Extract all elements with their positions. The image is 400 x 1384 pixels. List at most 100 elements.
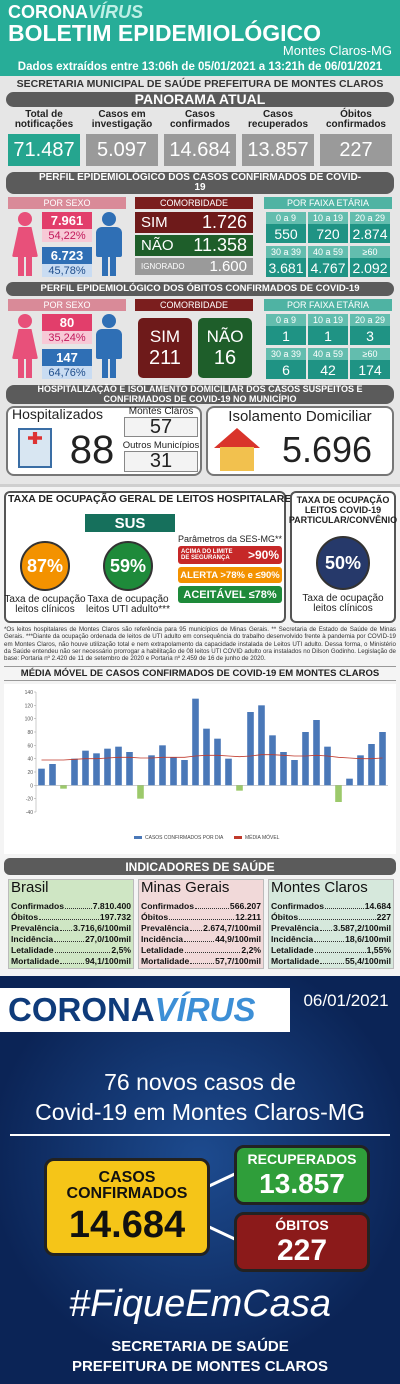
panorama-value: 71.487 <box>8 134 80 166</box>
indicator-value: 227 <box>376 912 391 922</box>
age-range: ≥60 <box>350 348 390 360</box>
y-tick-label: 60 <box>27 743 33 749</box>
bar <box>368 744 375 786</box>
indicator-value: 3.716,6/100mil <box>73 923 131 933</box>
panorama-value: 14.684 <box>164 134 236 166</box>
indicator-label: Prevalência <box>141 923 189 933</box>
poster-brandbar <box>0 988 290 1032</box>
rate-label: Taxa de ocupação leitos clínicos <box>302 592 384 614</box>
bar <box>379 732 386 786</box>
indicator-row: Letalidade 2,5% <box>11 944 131 955</box>
hashtag: #FiqueEmCasa <box>69 1282 331 1325</box>
panorama-label: Casos recuperados <box>247 109 309 130</box>
leader <box>184 941 215 942</box>
comorb-box: SIM 211 <box>138 318 192 378</box>
hosp-value: 88 <box>69 427 115 472</box>
poster-brand: CORONA VÍRUS <box>8 990 290 1030</box>
age-range: 40 a 59 <box>308 246 348 258</box>
age-range: 10 a 19 <box>308 314 348 326</box>
section-bar: PERFIL EPIDEMIOLÓGICO DOS ÓBITOS CONFIRM… <box>6 282 394 296</box>
param-red: ACIMA DO LIMITE DE SEGURANÇA >90% <box>178 546 282 564</box>
age-value: 3 <box>350 326 390 345</box>
sus-bar: SUS <box>85 514 175 532</box>
stat-label: RECUPERADOS <box>247 1151 357 1167</box>
indicator-value: 2,2% <box>241 945 261 955</box>
age-value: 174 <box>350 360 390 379</box>
region-card <box>138 879 264 969</box>
comorb-row: NÃO 11.358 <box>135 235 253 256</box>
person-leg <box>18 358 24 378</box>
bar <box>214 738 221 786</box>
region-card <box>8 879 134 969</box>
bar <box>291 760 298 786</box>
y-tick-label: 40 <box>27 757 33 763</box>
bar <box>148 755 155 786</box>
bar <box>258 705 265 786</box>
age-range: 30 a 39 <box>266 348 306 360</box>
bar <box>104 748 111 786</box>
bar <box>49 764 56 786</box>
bar <box>181 760 188 786</box>
age-value: 2.874 <box>350 224 390 243</box>
leader <box>60 963 85 964</box>
outros-label: Outros Municípios <box>122 439 200 451</box>
stat-value: 14.684 <box>68 1204 186 1246</box>
leader <box>320 963 345 964</box>
stat-value: 13.857 <box>259 1168 345 1199</box>
comorb-label: SIM <box>141 214 168 231</box>
indicator-value: 55,4/100mil <box>345 956 391 966</box>
indicator-value: 2.674,7/100mil <box>203 923 261 933</box>
indicator-row: Mortalidade 55,4/100mil <box>271 955 391 966</box>
age-value: 3.681 <box>266 258 306 277</box>
mc-label: Montes Claros <box>128 405 194 417</box>
y-tick-label: 0 <box>30 783 33 789</box>
secretaria: SECRETARIA MUNICIPAL DE SAÚDE PREFEITURA… <box>16 78 384 90</box>
indicator-row: Incidência 18,6/100mil <box>271 933 391 944</box>
indicator-value: 14.684 <box>364 901 391 911</box>
indicator-row: Óbitos 197.732 <box>11 911 131 922</box>
male-count: 147 <box>42 349 92 366</box>
stat-tile: CASOS CONFIRMADOS 14.684 <box>44 1158 210 1256</box>
stat-label: ÓBITOS <box>275 1217 329 1233</box>
bar <box>192 698 199 786</box>
y-tick-label: -20 <box>26 797 33 803</box>
header-city: Montes Claros-MG <box>282 43 392 58</box>
bar <box>71 758 78 786</box>
indicator-label: Mortalidade <box>11 956 60 966</box>
person-leg <box>26 256 32 276</box>
house-body <box>220 447 254 471</box>
indicator-row: Prevalência 2.674,7/100mil <box>141 922 261 933</box>
age-value: 42 <box>308 360 348 379</box>
region-name: Montes Claros <box>271 879 368 896</box>
indicator-label: Óbitos <box>11 912 39 922</box>
poster-footer1: SECRETARIA DE SAÚDE <box>111 1337 289 1355</box>
leader <box>190 963 215 964</box>
stat-tile: RECUPERADOS 13.857 <box>234 1145 370 1205</box>
leader <box>319 930 333 931</box>
age-value: 720 <box>308 224 348 243</box>
indicator-row: Óbitos 12.211 <box>141 911 261 922</box>
comorb-value: 1.600 <box>209 258 247 275</box>
person-leg <box>102 256 108 276</box>
leader <box>184 952 241 953</box>
indicator-row: Confirmados 7.810.400 <box>11 900 131 911</box>
bar <box>38 768 45 786</box>
header-title: BOLETIM EPIDEMIOLÓGICO <box>8 20 322 46</box>
bar <box>159 745 166 786</box>
bar <box>82 750 89 786</box>
bar <box>346 778 353 786</box>
y-tick-label: 120 <box>25 703 34 709</box>
poster-virus: VÍRUS <box>154 991 256 1028</box>
leader <box>325 908 364 909</box>
age-value: 1 <box>308 326 348 345</box>
age-value: 2.092 <box>350 258 390 277</box>
rate-circle: 50% <box>316 536 370 590</box>
poster-line2: Covid-19 em Montes Claros-MG <box>35 1098 365 1125</box>
subhead: COMORBIDADE <box>135 197 253 209</box>
legend-label: CASOS CONFIRMADOS POR DIA <box>145 835 224 841</box>
y-tick-label: 100 <box>25 717 34 723</box>
subhead: COMORBIDADE <box>135 299 253 311</box>
param-green: ACEITÁVEL ≤78% <box>178 586 282 603</box>
indicator-row: Prevalência 3.716,6/100mil <box>11 922 131 933</box>
male-pct: 64,76% <box>42 366 92 379</box>
